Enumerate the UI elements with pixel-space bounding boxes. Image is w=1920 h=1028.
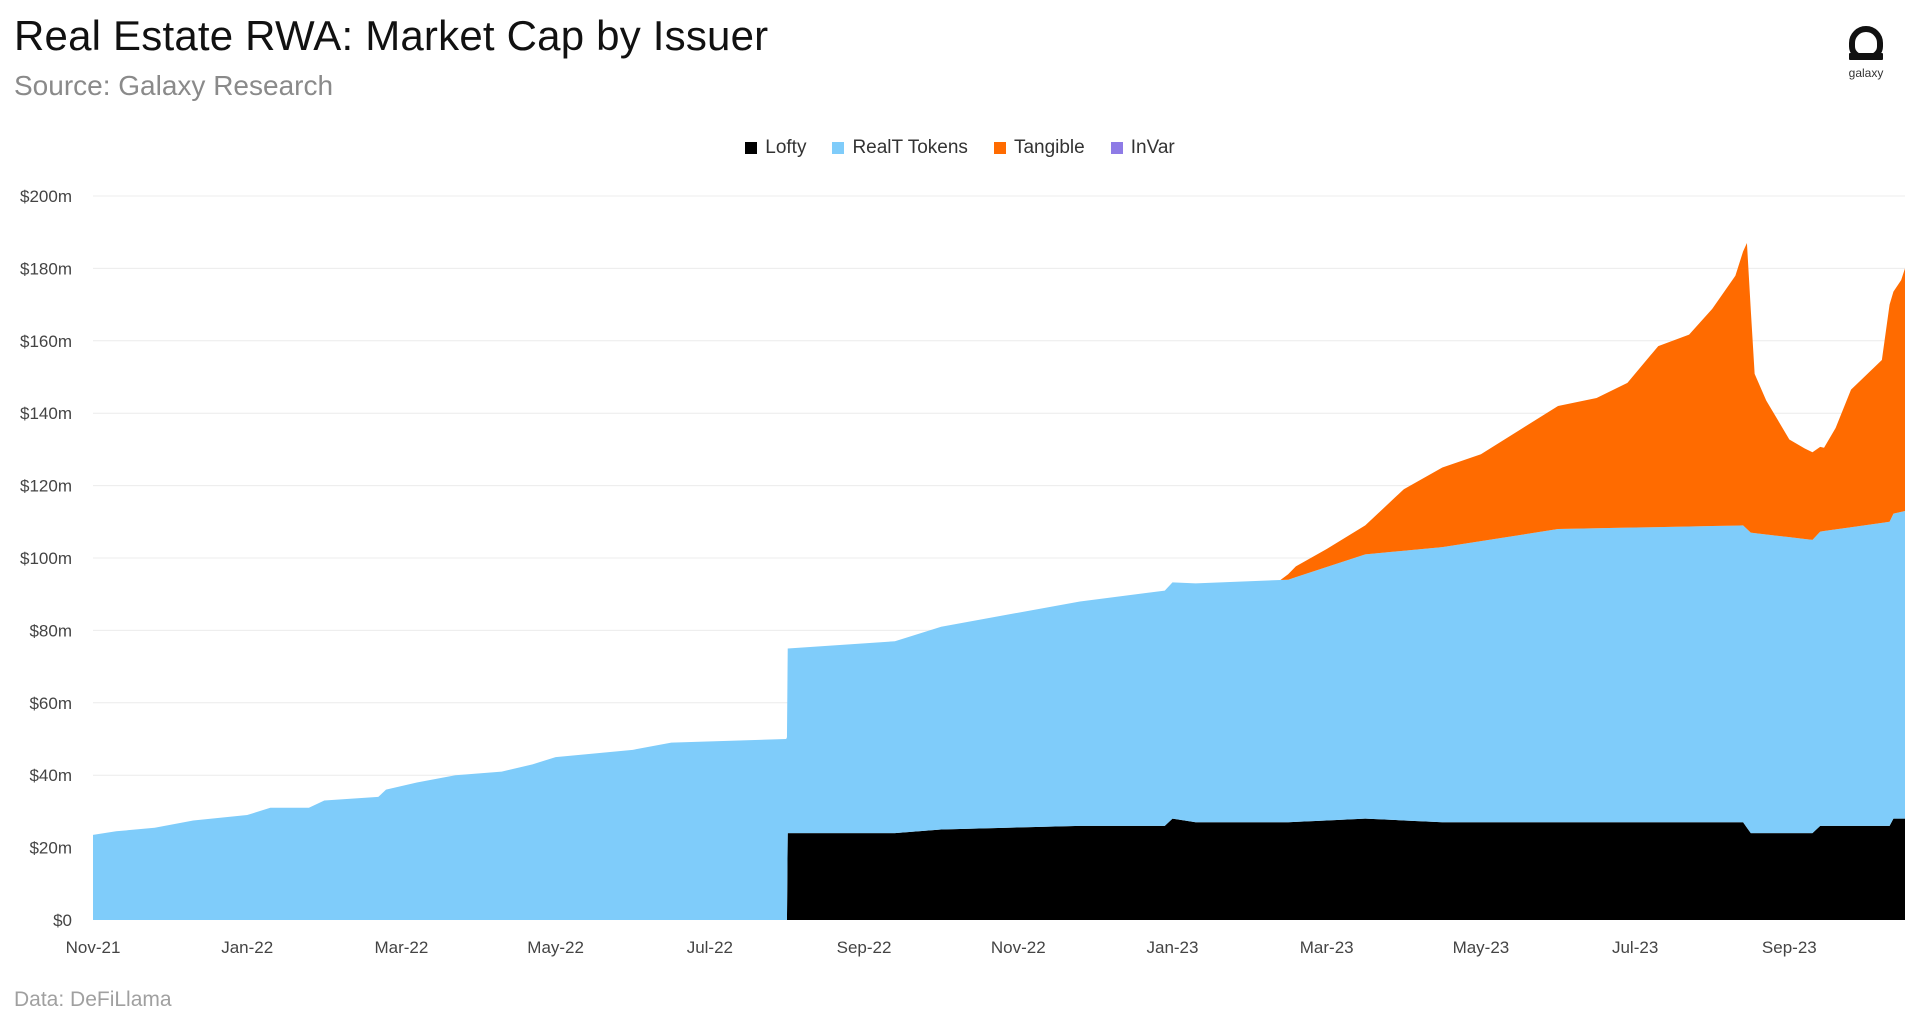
data-source-note: Data: DeFiLlama (14, 988, 172, 1011)
legend-swatch-tangible (993, 142, 1006, 154)
legend-label-tangible: Tangible (1013, 137, 1085, 158)
chart-title: Real Estate RWA: Market Cap by Issuer (14, 12, 769, 59)
area-tangible (93, 243, 1905, 835)
x-tick-label: Sep-22 (837, 938, 892, 957)
y-tick-label: $160m (20, 332, 72, 351)
x-tick-label: May-23 (1453, 938, 1510, 957)
legend-label-invar: InVar (1130, 137, 1175, 158)
x-tick-label: Mar-22 (374, 938, 428, 957)
legend-swatch-invar (1110, 142, 1123, 154)
y-tick-label: $40m (29, 766, 72, 785)
x-tick-label: Nov-22 (991, 938, 1046, 957)
area-realt-tokens (93, 510, 1905, 920)
y-tick-label: $120m (20, 477, 72, 496)
legend-item-tangible: Tangible (993, 137, 1085, 159)
chart-subtitle: Source: Galaxy Research (14, 70, 334, 101)
x-tick-label: Mar-23 (1300, 938, 1354, 957)
y-tick-label: $100m (20, 549, 72, 568)
legend-item-lofty: Lofty (745, 137, 806, 159)
x-tick-label: May-22 (527, 938, 584, 957)
galaxy-logo-text: galaxy (1848, 66, 1884, 80)
x-tick-label: Jan-22 (221, 938, 273, 957)
legend-label-lofty: Lofty (765, 137, 807, 158)
legend-swatch-realt (832, 142, 845, 154)
x-tick-label: Jan-23 (1146, 938, 1198, 957)
galaxy-logo: galaxy (1834, 26, 1898, 80)
y-tick-label: $80m (29, 621, 72, 640)
legend-swatch-lofty (745, 142, 758, 154)
y-tick-label: $200m (20, 187, 72, 206)
legend-item-realt: RealT Tokens (832, 137, 968, 159)
y-tick-label: $180m (20, 259, 72, 278)
legend-item-invar: InVar (1110, 137, 1175, 159)
x-tick-label: Jul-23 (1612, 938, 1658, 957)
x-tick-label: Sep-23 (1762, 938, 1817, 957)
chart-legend: Lofty RealT Tokens Tangible InVar (0, 137, 1920, 159)
x-tick-label: Nov-21 (66, 938, 121, 957)
area-lofty (93, 818, 1905, 920)
y-tick-label: $0 (53, 911, 72, 930)
galaxy-logo-icon (1849, 26, 1883, 60)
y-tick-label: $60m (29, 694, 72, 713)
y-tick-label: $140m (20, 404, 72, 423)
y-tick-label: $20m (29, 839, 72, 858)
legend-label-realt: RealT Tokens (852, 137, 968, 158)
x-tick-label: Jul-22 (687, 938, 733, 957)
